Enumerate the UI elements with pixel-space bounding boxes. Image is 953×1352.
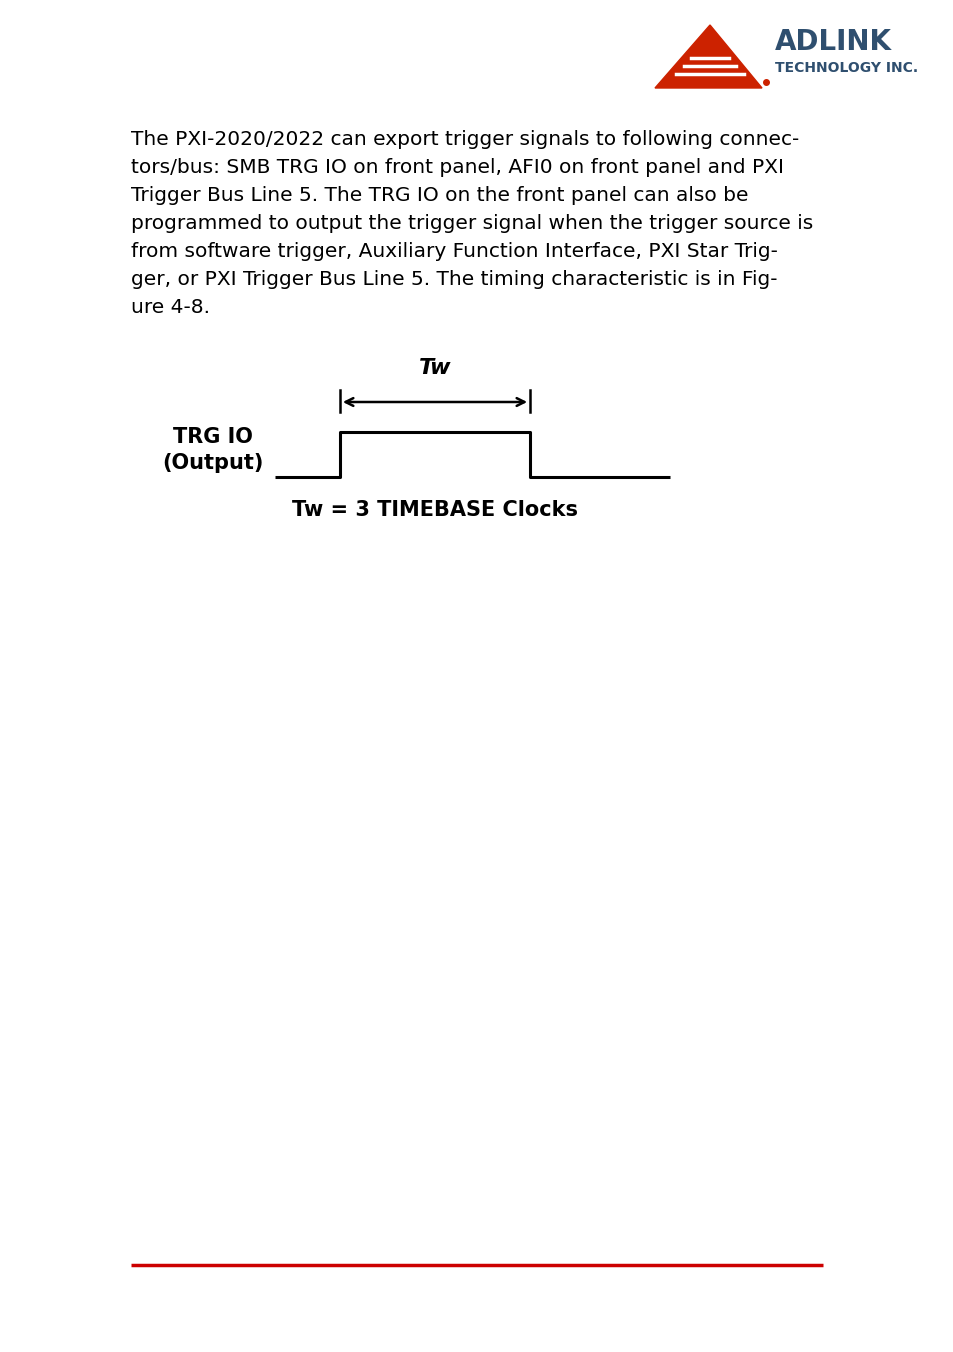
Text: Tw: Tw bbox=[418, 358, 451, 379]
Polygon shape bbox=[655, 24, 761, 88]
Text: Tw = 3 TIMEBASE Clocks: Tw = 3 TIMEBASE Clocks bbox=[292, 500, 578, 521]
Text: TECHNOLOGY INC.: TECHNOLOGY INC. bbox=[774, 61, 917, 74]
Text: The PXI-2020/2022 can export trigger signals to following connec-
tors/bus: SMB : The PXI-2020/2022 can export trigger sig… bbox=[131, 130, 812, 316]
Text: TRG IO: TRG IO bbox=[172, 427, 253, 448]
Text: ADLINK: ADLINK bbox=[774, 28, 891, 55]
Text: (Output): (Output) bbox=[162, 453, 263, 473]
